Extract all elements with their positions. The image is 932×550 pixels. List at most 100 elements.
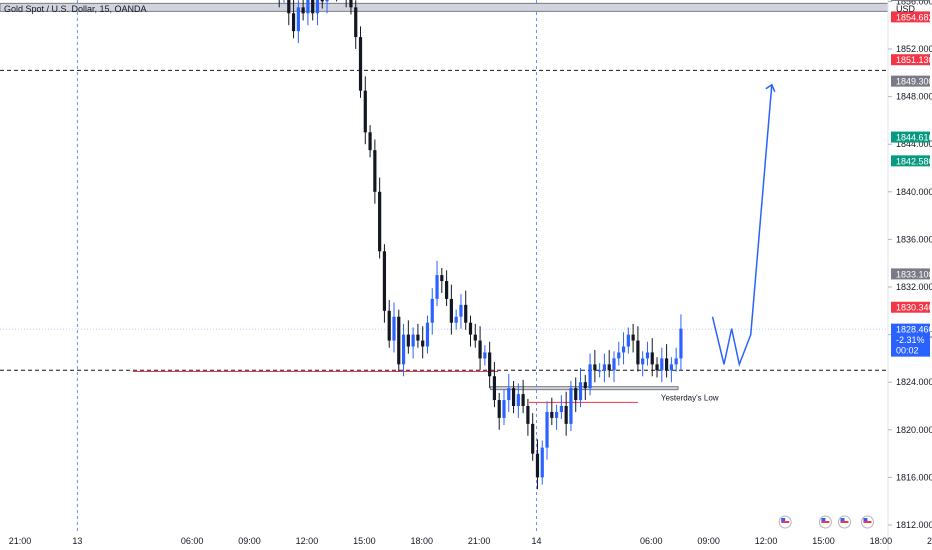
candle-body-132	[626, 334, 630, 347]
y-tick-11: 1836.000	[896, 234, 932, 244]
candle-body-88	[416, 334, 420, 341]
price-badge-text-7: 1833.100	[896, 269, 932, 279]
price-badge-7	[891, 268, 930, 280]
current-price-value: 1828.460	[896, 325, 932, 335]
candle-body-105	[497, 400, 501, 418]
drawings-layer: Yesterday's HighYesterday's Low	[0, 2, 889, 403]
candle-body-107	[507, 388, 511, 401]
event-flags[interactable]	[778, 515, 874, 529]
current-price-change: -2.31%	[896, 335, 925, 345]
x-tick-13: 18:00	[870, 536, 893, 546]
current-price-badge	[891, 323, 930, 357]
candle-body-122	[578, 382, 583, 401]
flag-canton-2	[840, 518, 845, 521]
candle-body-67	[315, 0, 320, 14]
price-badge-text-2: 1854.682	[896, 12, 932, 22]
candle-body-62	[291, 13, 296, 32]
candle-body-85	[401, 334, 406, 365]
price-badge-text-8: 1830.340	[896, 303, 932, 313]
candle-body-120	[569, 388, 573, 424]
y-tick-6: 1856.000	[896, 0, 932, 6]
candle-body-138	[655, 364, 659, 371]
x-tick-1: 13	[72, 536, 82, 546]
flag-canton-3	[863, 518, 868, 521]
candle-body-77	[363, 90, 367, 133]
candle-body-94	[444, 281, 449, 299]
price-badge-text-6: 1842.580	[896, 156, 932, 166]
price-badge-2	[891, 11, 930, 23]
candle-body-114	[540, 447, 544, 478]
x-tick-7: 21:00	[468, 536, 491, 546]
flag-stripe-2	[840, 521, 849, 523]
candle-body-121	[574, 388, 578, 401]
candles-layer	[278, 0, 683, 490]
x-tick-8: 14	[532, 536, 542, 546]
candle-body-141	[669, 364, 673, 371]
candle-body-65	[306, 0, 310, 14]
candle-body-100	[473, 334, 477, 341]
grid-layer	[76, 0, 538, 532]
candle-body-68	[320, 0, 324, 2]
candle-body-81	[382, 251, 387, 311]
x-tick-4: 12:00	[296, 536, 319, 546]
candle-body-124	[588, 364, 592, 389]
candle-body-143	[679, 328, 683, 359]
candle-body-63	[296, 7, 300, 32]
candle-body-123	[583, 382, 587, 389]
candle-body-75	[354, 7, 358, 38]
x-tick-6: 18:00	[410, 536, 433, 546]
price-badge-5	[891, 131, 930, 143]
flag-canton-0	[781, 518, 786, 521]
candle-body-95	[449, 298, 453, 323]
time-axis[interactable]: 21:00 13 06:00 09:00 12:00 15:00 18:00 21:00 14 0…	[9, 536, 932, 546]
price-badge-6	[891, 155, 930, 167]
candle-body-104	[492, 376, 497, 401]
candle-body-84	[397, 316, 401, 365]
candle-body-127	[602, 364, 607, 371]
candle-body-134	[636, 340, 640, 365]
price-badge-text-3: 1851.130	[896, 55, 932, 65]
x-tick-5: 15:00	[353, 536, 376, 546]
price-badge-text-1: 1856.515	[896, 0, 932, 1]
candle-body-129	[612, 358, 616, 371]
candle-body-87	[411, 334, 415, 347]
candle-body-110	[521, 394, 525, 406]
candle-body-113	[535, 453, 540, 478]
candle-body-102	[483, 352, 487, 359]
candle-body-126	[598, 370, 602, 372]
candle-body-97	[459, 304, 463, 317]
candle-body-92	[435, 275, 439, 299]
y-tick-17: 1812.000	[896, 520, 932, 530]
candle-body-61	[287, 0, 291, 14]
candle-body-117	[554, 411, 559, 418]
candle-body-131	[621, 346, 626, 353]
y-tick-7: 1852.000	[896, 44, 932, 54]
candle-body-140	[664, 358, 669, 371]
candle-body-119	[564, 406, 568, 424]
candle-body-111	[526, 406, 530, 424]
x-tick-3: 09:00	[238, 536, 261, 546]
candle-body-96	[454, 316, 458, 323]
flag-canton-1	[821, 518, 826, 521]
candle-body-109	[516, 394, 520, 406]
candle-body-115	[545, 411, 549, 448]
candle-body-82	[387, 310, 391, 341]
price-badge-text-4: 1849.300	[896, 77, 932, 87]
candle-body-83	[392, 316, 396, 341]
candle-body-118	[559, 406, 563, 412]
x-tick-14: 21:00	[927, 536, 932, 546]
candle-body-98	[464, 304, 468, 323]
price-badge-1	[891, 0, 930, 1]
candle-body-125	[593, 364, 597, 371]
projection-layer	[711, 83, 776, 367]
price-badge-text-5: 1844.616	[896, 133, 932, 143]
candle-body-69	[325, 0, 329, 2]
candle-body-112	[531, 423, 535, 454]
candle-body-91	[430, 298, 434, 323]
candle-body-137	[650, 352, 654, 365]
y-tick-14: 1824.000	[896, 377, 932, 387]
candle-body-78	[368, 132, 372, 151]
x-tick-0: 21:00	[9, 536, 32, 546]
candle-body-133	[631, 334, 635, 341]
